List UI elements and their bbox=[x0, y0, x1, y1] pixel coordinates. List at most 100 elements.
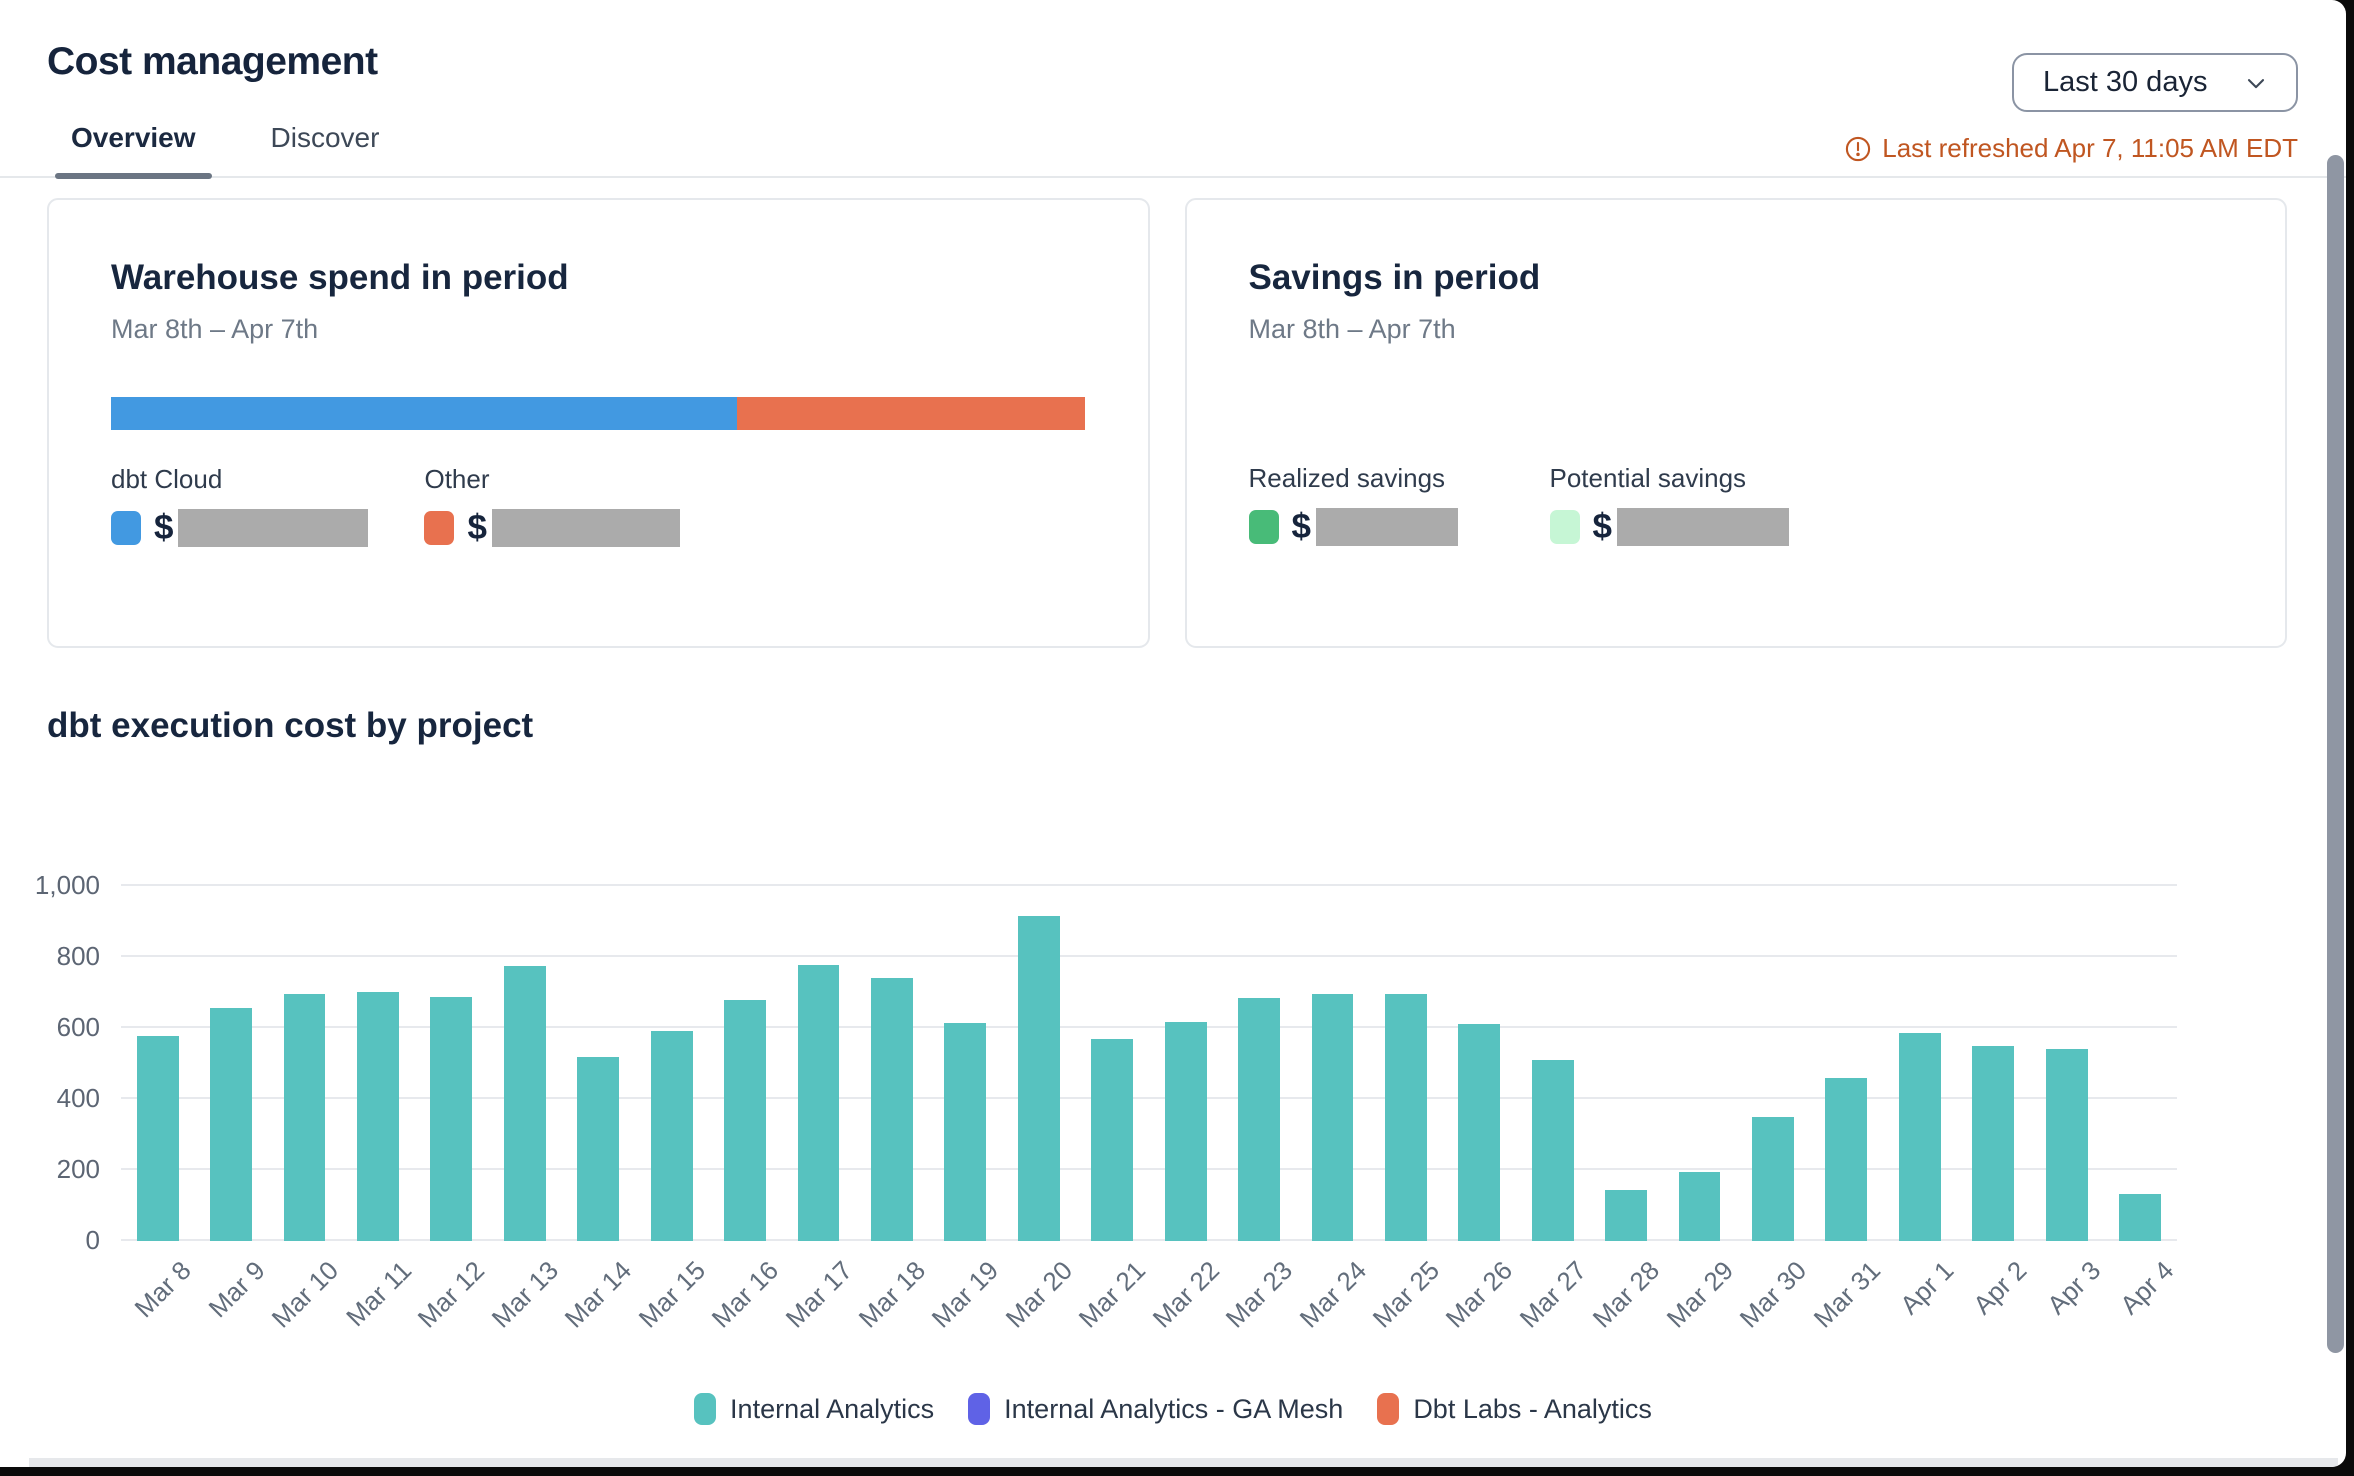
legend-swatch bbox=[968, 1393, 991, 1425]
x-axis-tick-label: Mar 25 bbox=[1366, 1255, 1446, 1334]
bar-slot: Apr 3 bbox=[2030, 886, 2106, 1320]
warehouse-spend-card: Warehouse spend in period Mar 8th – Apr … bbox=[47, 198, 1150, 648]
chart-bar-mar-31[interactable] bbox=[1825, 1077, 1868, 1241]
legend-item-label: Internal Analytics bbox=[730, 1393, 935, 1424]
y-axis-tick-label: 1,000 bbox=[34, 870, 100, 900]
chart-bar-mar-10[interactable] bbox=[283, 993, 326, 1241]
bar-slot: Mar 31 bbox=[1807, 886, 1886, 1333]
bar-slot: Mar 16 bbox=[706, 886, 784, 1333]
x-axis-tick-label: Mar 30 bbox=[1733, 1255, 1813, 1334]
savings-card: Savings in period Mar 8th – Apr 7th Real… bbox=[1184, 198, 2287, 648]
chart-bar-mar-16[interactable] bbox=[724, 1000, 766, 1241]
redacted-value bbox=[1315, 508, 1458, 546]
chart-bar-mar-9[interactable] bbox=[210, 1007, 253, 1241]
bar-slot: Mar 12 bbox=[412, 886, 491, 1333]
chart-bar-mar-12[interactable] bbox=[430, 997, 473, 1241]
date-range-dropdown[interactable]: Last 30 days bbox=[2012, 53, 2298, 112]
value-row: $ bbox=[1549, 507, 1802, 547]
date-range-value: Last 30 days bbox=[2043, 66, 2208, 98]
x-axis-tick-label: Apr 1 bbox=[1893, 1255, 1960, 1321]
gridline bbox=[121, 1168, 2177, 1170]
chart-bar-mar-27[interactable] bbox=[1531, 1060, 1574, 1241]
bar-slot: Mar 24 bbox=[1293, 886, 1372, 1333]
spend-legend: dbt Cloud $ Other $ bbox=[111, 464, 1086, 548]
bar-slot: Mar 11 bbox=[340, 886, 417, 1332]
chart-bar-mar-15[interactable] bbox=[650, 1031, 693, 1241]
last-refreshed-text: Last refreshed Apr 7, 11:05 AM EDT bbox=[1882, 133, 2298, 163]
bar-slot: Mar 20 bbox=[1000, 886, 1078, 1333]
x-axis-tick-label: Mar 14 bbox=[559, 1255, 638, 1334]
x-axis-tick-label: Mar 15 bbox=[632, 1255, 711, 1334]
tab-overview[interactable]: Overview bbox=[55, 110, 212, 179]
bar-chart-bars: Mar 8 Mar 9 Mar 10 Mar 11 Mar 12 Mar 13 Mar 14… bbox=[121, 886, 2179, 1333]
chart-bar-apr-1[interactable] bbox=[1898, 1033, 1941, 1241]
chart-bar-mar-25[interactable] bbox=[1384, 993, 1427, 1241]
legend-item-internal-analytics-ga-mesh[interactable]: Internal Analytics - GA Mesh bbox=[968, 1393, 1343, 1425]
bar-slot: Mar 29 bbox=[1660, 886, 1739, 1333]
chart-bar-mar-11[interactable] bbox=[357, 991, 399, 1241]
chart-bar-mar-19[interactable] bbox=[944, 1023, 987, 1241]
redacted-value bbox=[178, 509, 369, 547]
x-axis-tick-label: Mar 17 bbox=[779, 1255, 858, 1334]
x-axis-tick-label: Mar 16 bbox=[705, 1255, 785, 1334]
chart-bar-mar-17[interactable] bbox=[797, 964, 840, 1241]
bar-slot: Mar 8 bbox=[121, 886, 197, 1323]
card-date-range: Mar 8th – Apr 7th bbox=[111, 314, 319, 344]
tab-discover[interactable]: Discover bbox=[270, 122, 380, 153]
stacked-bar-segment-dbt-cloud[interactable] bbox=[111, 397, 737, 430]
bar-slot: Mar 22 bbox=[1146, 886, 1225, 1333]
redacted-value bbox=[1616, 508, 1789, 546]
header-controls: Last 30 days Last refreshed Apr 7, 11:05… bbox=[1844, 53, 2298, 164]
y-axis-tick-label: 400 bbox=[56, 1083, 100, 1113]
x-axis-tick-label: Mar 18 bbox=[852, 1255, 932, 1334]
bar-slot: Mar 28 bbox=[1587, 886, 1665, 1333]
legend-item-internal-analytics[interactable]: Internal Analytics bbox=[694, 1393, 934, 1425]
chart-bar-mar-26[interactable] bbox=[1458, 1023, 1501, 1241]
chart-bar-mar-28[interactable] bbox=[1605, 1190, 1648, 1241]
chart-bar-apr-4[interactable] bbox=[2119, 1193, 2162, 1241]
legend-group-realized: Realized savings $ bbox=[1248, 463, 1494, 547]
value-row: $ bbox=[1248, 507, 1494, 547]
chart-bar-mar-29[interactable] bbox=[1678, 1171, 1721, 1241]
vertical-scrollbar-thumb[interactable] bbox=[2327, 155, 2344, 1353]
spend-stacked-bar bbox=[111, 397, 1086, 430]
chart-bar-mar-20[interactable] bbox=[1017, 916, 1060, 1241]
bar-slot: Mar 23 bbox=[1220, 886, 1298, 1333]
gridline bbox=[121, 955, 2177, 957]
chart-bar-mar-30[interactable] bbox=[1752, 1117, 1794, 1241]
x-axis-tick-label: Mar 9 bbox=[202, 1255, 271, 1324]
legend-swatch bbox=[1377, 1393, 1400, 1425]
horizontal-scrollbar-track[interactable] bbox=[29, 1458, 2338, 1467]
x-axis-tick-label: Apr 2 bbox=[1967, 1255, 2033, 1321]
chart-bar-mar-14[interactable] bbox=[577, 1057, 620, 1241]
chart-bar-mar-18[interactable] bbox=[871, 977, 913, 1241]
chart-bar-mar-24[interactable] bbox=[1311, 993, 1354, 1241]
legend-group-other: Other $ bbox=[424, 464, 680, 548]
stacked-bar-segment-other[interactable] bbox=[736, 397, 1086, 430]
chart-bar-mar-8[interactable] bbox=[136, 1035, 179, 1241]
chart-bar-mar-21[interactable] bbox=[1091, 1038, 1134, 1241]
value-row: $ bbox=[111, 508, 369, 548]
chart-bar-apr-2[interactable] bbox=[1972, 1046, 2015, 1241]
x-axis-tick-label: Mar 31 bbox=[1807, 1255, 1886, 1334]
legend-item-dbt-labs-analytics[interactable]: Dbt Labs - Analytics bbox=[1377, 1393, 1652, 1425]
x-axis-tick-label: Mar 23 bbox=[1219, 1255, 1299, 1334]
y-axis-tick-label: 200 bbox=[56, 1154, 100, 1184]
y-axis-tick-label: 600 bbox=[56, 1012, 100, 1042]
vertical-scrollbar-track[interactable] bbox=[2316, 0, 2346, 1467]
bar-slot: Apr 4 bbox=[2103, 886, 2179, 1320]
chart-bar-apr-3[interactable] bbox=[2045, 1048, 2088, 1241]
bar-slot: Mar 18 bbox=[853, 886, 931, 1333]
savings-legend: Realized savings $ Potential savings $ bbox=[1248, 463, 2224, 547]
gridline bbox=[121, 884, 2177, 886]
redacted-value bbox=[491, 509, 680, 547]
x-axis-tick-label: Mar 22 bbox=[1146, 1255, 1225, 1334]
card-date-range: Mar 8th – Apr 7th bbox=[1248, 314, 1456, 344]
chart-bar-mar-22[interactable] bbox=[1164, 1021, 1207, 1241]
chart-bar-mar-13[interactable] bbox=[503, 966, 546, 1241]
x-axis-tick-label: Mar 26 bbox=[1440, 1255, 1519, 1334]
chart-bar-mar-23[interactable] bbox=[1238, 998, 1280, 1241]
potential-savings-swatch bbox=[1549, 510, 1580, 544]
bar-slot: Apr 1 bbox=[1883, 886, 1959, 1320]
